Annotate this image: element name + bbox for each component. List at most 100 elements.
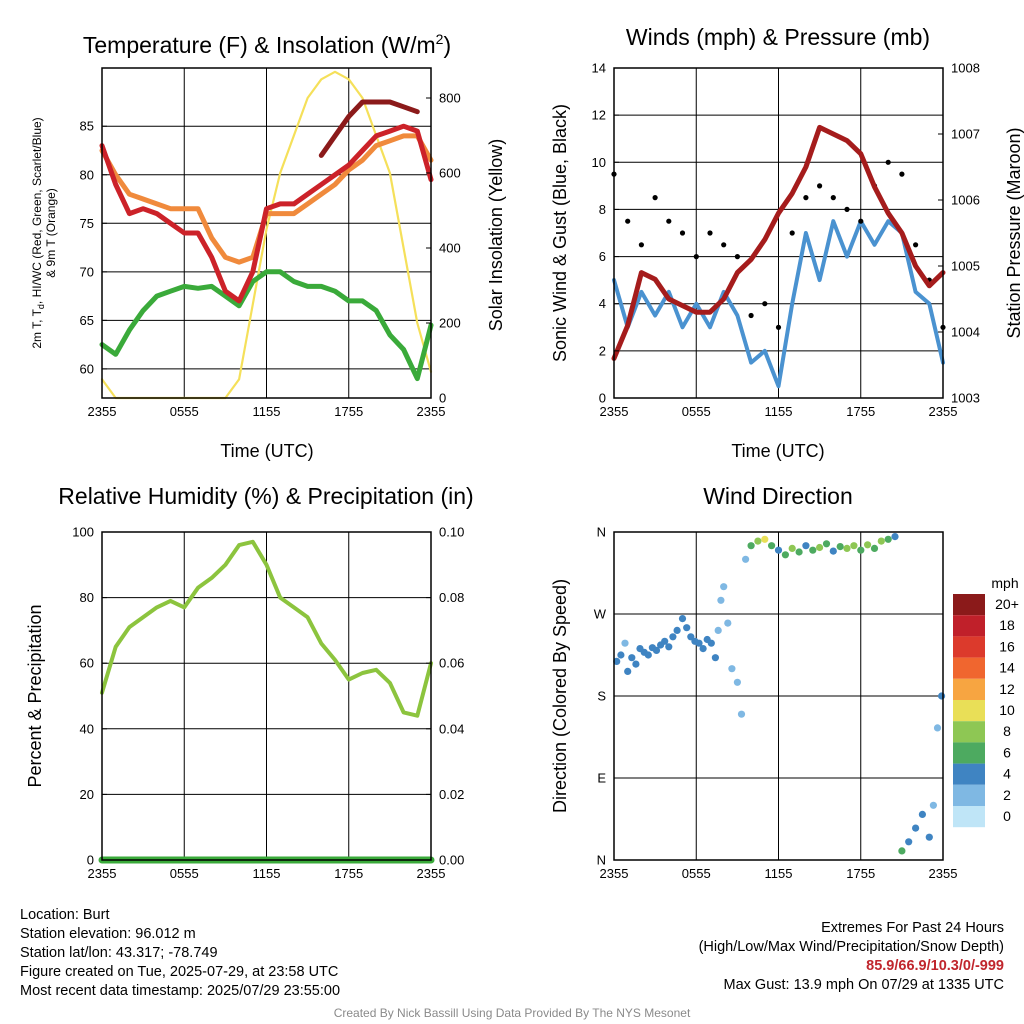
temp-x-tick-label: 1155 [253,404,281,419]
extremes-info: Extremes For Past 24 Hours (High/Low/Max… [699,919,1004,995]
direction-point [717,596,725,604]
temperature-panel-title: Temperature (F) & Insolation (W/m2) [83,31,451,58]
gust-point [693,254,699,260]
direction-point [857,546,865,554]
humidity-panel: Relative Humidity (%) & Precipitation (i… [25,483,474,881]
direction-point [737,710,746,718]
direction-point [624,667,632,676]
gust-point [885,159,891,165]
direction-point [613,657,621,666]
direction-point [870,544,879,553]
direction-point [683,624,691,632]
direction-point [632,660,640,668]
direction-point [733,678,742,686]
direction-point [714,626,722,635]
temp-y-tick-label: 400 [439,241,461,256]
direction-point [781,551,790,559]
rh-y-tick-label: 20 [80,787,94,802]
rh-y-tick-label: 0.00 [439,853,464,868]
dir-y-tick-label: E [597,771,606,786]
direction-point [661,637,669,645]
dir-x-tick-label: 2355 [600,866,629,881]
legend-swatch [953,594,985,616]
temp-y-tick-label: 80 [80,167,94,182]
direction-point [836,543,844,551]
direction-point [912,824,920,832]
direction-point [699,645,707,653]
figure-created: Figure created on Tue, 2025-07-29, at 23… [20,964,339,980]
gust-point [762,301,768,307]
direction-point [774,546,783,554]
wind-y-tick-label: 1005 [951,259,980,274]
rh-y-tick-label: 60 [80,656,94,671]
direction-points [613,533,946,855]
series-hi-wc [318,99,420,158]
direction-point [816,543,824,552]
extremes-title: Extremes For Past 24 Hours [821,920,1004,936]
direction-point [707,639,715,647]
wind-y-tick-label: 14 [592,61,606,76]
direction-point [802,542,810,550]
direction-point [644,651,652,659]
direction-grid [613,531,944,861]
rh-x-tick-label: 2355 [417,866,446,881]
temperature-ticks: 2355 0555 1155 1755 2355 60 65 70 75 80 85 0 200 400 6… [80,91,461,420]
station-location: Location: Burt [20,907,110,923]
humidity-y-axis-label: Percent & Precipitation [25,604,45,787]
direction-point [652,646,661,655]
direction-point [877,537,885,545]
temp-y-tick-label: 65 [80,313,94,328]
legend-label: 20+ [995,596,1019,612]
wind-y-tick-label: 1006 [951,193,980,208]
wind-y-axis-label: Sonic Wind & Gust (Blue, Black) [550,104,570,362]
legend-swatch [953,742,985,764]
gust-point [803,195,809,201]
gust-point [679,230,686,236]
legend-label: 6 [1003,744,1011,760]
series-station-pressure [611,124,946,361]
wind-x-tick-label: 2355 [600,404,629,419]
wind-panel-title: Winds (mph) & Pressure (mb) [626,24,930,50]
wind-x-tick-label: 2355 [929,404,958,419]
wind-y-tick-label: 10 [592,155,606,170]
wind-y-tick-label: 8 [599,202,606,217]
direction-point [891,533,899,541]
direction-point [788,544,796,553]
wind-y-tick-label: 0 [599,391,606,406]
extremes-values: 85.9/66.9/10.3/0/-999 [866,958,1004,974]
direction-point [628,654,636,662]
direction-point [850,542,858,550]
station-info: Location: Burt Station elevation: 96.012… [20,906,340,1001]
direction-point [898,847,906,855]
temp-y-tick-label: 200 [439,316,461,331]
wind-x-tick-label: 1155 [765,404,793,419]
wind-y-tick-label: 4 [599,296,606,311]
direction-point [673,626,681,635]
rh-y-tick-label: 0.08 [439,590,464,605]
series-relative-humidity [100,539,433,718]
wind-y-tick-label: 1003 [951,391,980,406]
direction-point [617,651,625,659]
dir-x-tick-label: 1755 [846,866,875,881]
direction-point [884,535,892,543]
rh-y-tick-label: 0.10 [439,525,464,540]
rh-y-tick-label: 0 [87,853,94,868]
direction-point [843,544,851,553]
pressure-y-axis-label: Station Pressure (Maroon) [1004,127,1024,338]
humidity-plot-frame [101,531,432,861]
wind-y-tick-label: 1007 [951,127,980,142]
temp-y-tick-label: 0 [439,391,446,406]
insolation-y-axis-label: Solar Insolation (Yellow) [486,139,506,331]
direction-point [747,542,755,550]
direction-panel: Wind Direction 2355 0555 1155 1755 2355NESWN… [550,483,1019,881]
legend-swatch [953,615,985,637]
direction-panel-title: Wind Direction [703,483,853,509]
wind-x-tick-label: 0555 [682,404,711,419]
wind-plot-frame [613,67,944,399]
temperature-y-axis-label-line2: & 9m T (Orange) [44,188,58,278]
gust-point [625,218,631,224]
temp-x-tick-label: 2355 [417,404,446,419]
legend-label: 14 [999,660,1015,676]
